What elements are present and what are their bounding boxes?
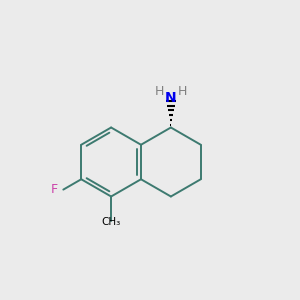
Text: F: F xyxy=(51,183,58,196)
Text: H: H xyxy=(155,85,164,98)
Text: H: H xyxy=(178,85,187,98)
Text: CH₃: CH₃ xyxy=(101,217,121,227)
Text: N: N xyxy=(165,91,177,105)
